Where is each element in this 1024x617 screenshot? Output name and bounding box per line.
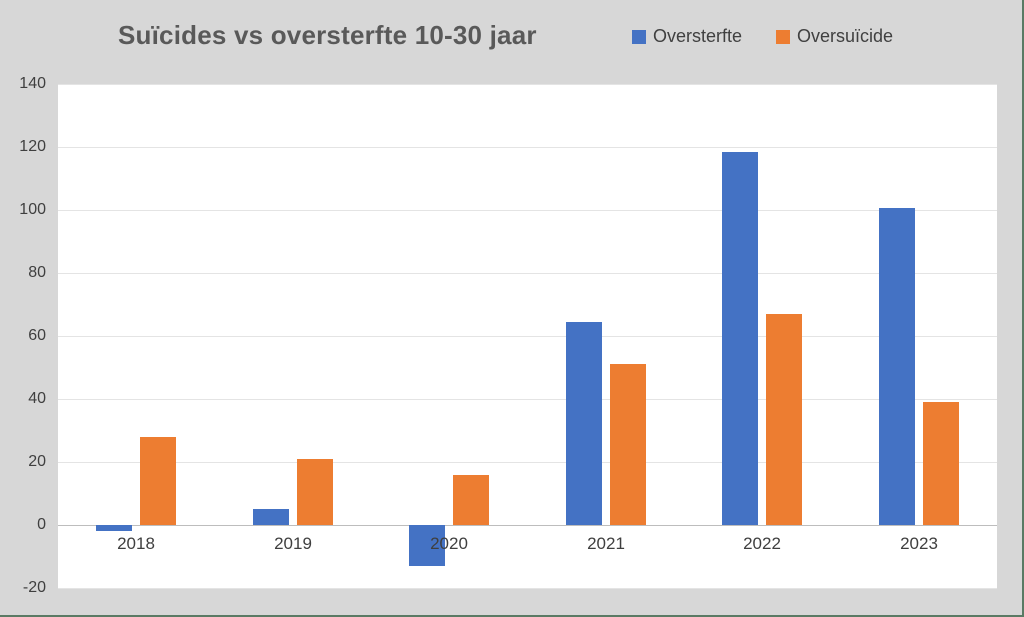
gridline-y-120	[58, 147, 997, 148]
gridline-y-60	[58, 336, 997, 337]
bar-oversterfte-2022[interactable]	[722, 152, 758, 525]
bar-oversuïcide-2018[interactable]	[140, 437, 176, 525]
legend: Oversterfte Oversuïcide	[632, 26, 893, 47]
y-tick-label--20: -20	[22, 579, 46, 596]
gridline-y-40	[58, 399, 997, 400]
gridline-y--20	[58, 588, 997, 589]
legend-marker-icon	[632, 29, 646, 44]
legend-marker-icon	[776, 29, 791, 44]
bar-oversuïcide-2019[interactable]	[297, 459, 333, 525]
y-tick-label-140: 140	[19, 75, 46, 92]
bar-oversterfte-2019[interactable]	[253, 509, 289, 525]
chart-title: Suïcides vs oversterfte 10-30 jaar	[118, 20, 537, 50]
y-tick-label-120: 120	[19, 138, 46, 155]
x-tick-label-2021: 2021	[587, 534, 625, 553]
bar-oversuïcide-2020[interactable]	[453, 475, 489, 525]
bar-oversterfte-2018[interactable]	[96, 525, 132, 531]
bar-oversterfte-2020[interactable]	[409, 525, 445, 566]
bar-oversterfte-2023[interactable]	[879, 208, 915, 525]
x-tick-label-2020: 2020	[430, 534, 468, 553]
y-tick-label-0: 0	[37, 516, 46, 533]
gridline-y-100	[58, 210, 997, 211]
gridline-y-140	[58, 84, 997, 85]
legend-item-oversuïcide[interactable]: Oversuïcide	[776, 26, 893, 47]
legend-label: Oversterfte	[653, 26, 743, 46]
gridline-y-20	[58, 462, 997, 463]
x-tick-label-2019: 2019	[274, 534, 312, 553]
bar-oversterfte-2021[interactable]	[566, 322, 602, 525]
y-tick-label-60: 60	[28, 327, 46, 344]
y-tick-label-20: 20	[28, 453, 46, 470]
x-tick-label-2022: 2022	[743, 534, 781, 553]
bar-oversuïcide-2023[interactable]	[923, 402, 959, 525]
x-axis-zero-line	[58, 525, 997, 526]
plot-area: 2018 2019 2020 2021 2022 2023	[58, 84, 997, 589]
legend-label: Oversuïcide	[797, 26, 894, 46]
y-tick-label-100: 100	[19, 201, 46, 218]
x-tick-label-2023: 2023	[900, 534, 938, 553]
gridline-y-80	[58, 273, 997, 274]
bar-oversuïcide-2022[interactable]	[766, 314, 802, 525]
x-tick-label-2018: 2018	[117, 534, 155, 553]
y-tick-label-80: 80	[28, 264, 46, 281]
y-tick-label-40: 40	[28, 390, 46, 407]
legend-item-oversterfte[interactable]: Oversterfte	[632, 26, 742, 47]
bar-oversuïcide-2021[interactable]	[610, 364, 646, 525]
